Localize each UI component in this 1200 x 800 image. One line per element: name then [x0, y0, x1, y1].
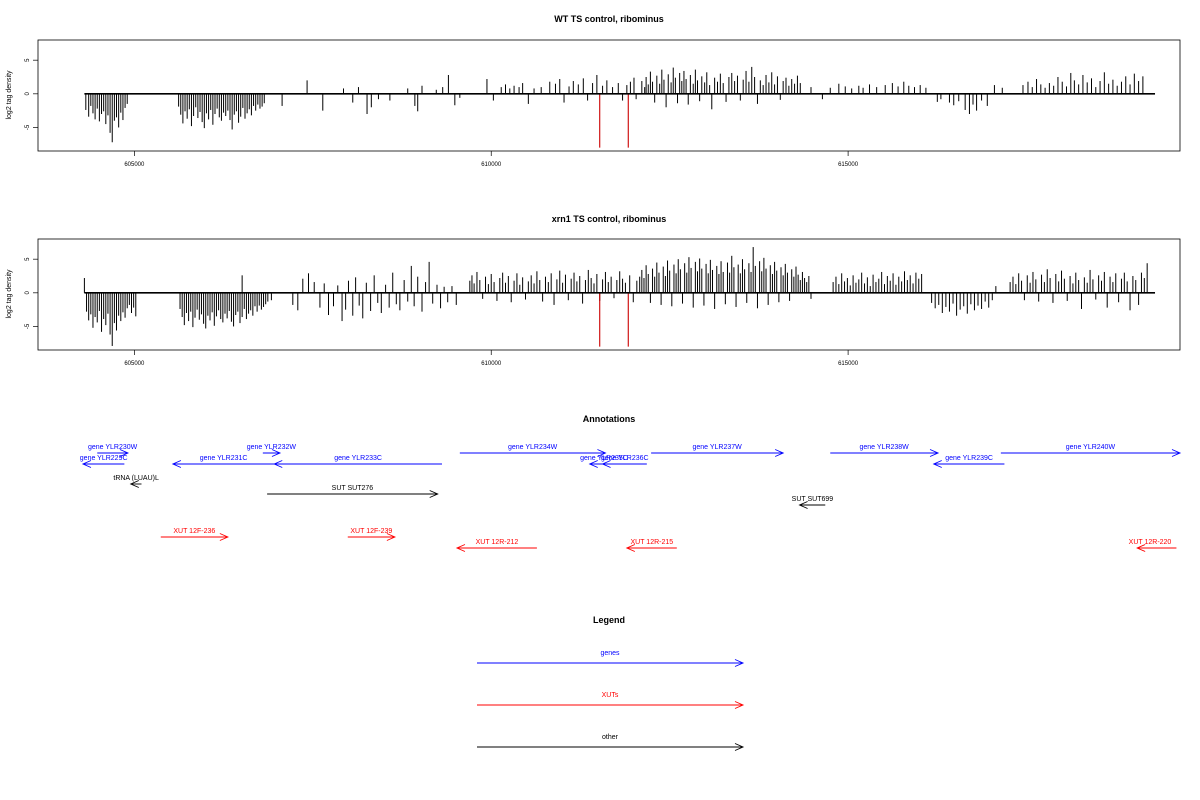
xrn1-x-tick-label: 610000	[481, 361, 502, 367]
feature-label: gene YLR240W	[1066, 444, 1116, 451]
xrn1-y-tick-label: 5	[25, 257, 31, 261]
annotation-feature: gene YLR238W	[830, 444, 940, 457]
legend-arrowhead	[734, 659, 745, 667]
annotation-feature: gene YLR231C	[171, 455, 275, 468]
wt-y-axis-label: log2 tag density	[6, 70, 13, 120]
feature-arrowhead	[271, 449, 282, 457]
feature-arrowhead	[386, 533, 396, 541]
xrn1-x-tick-label: 605000	[124, 361, 145, 367]
annotation-feature: gene YLR236C	[601, 455, 649, 468]
xrn1-plot-frame	[37, 238, 1181, 351]
legend-item: other	[477, 734, 745, 751]
wt-panel-title: WT TS control, ribominus	[554, 14, 664, 24]
feature-label: XUT 12R-220	[1129, 539, 1172, 546]
feature-arrowhead	[932, 460, 942, 468]
xrn1-axis-ticks: 605000 610000 615000 -5 0 5	[25, 257, 859, 367]
feature-label: SUT SUT699	[792, 496, 834, 503]
feature-label: XUT 12R-212	[476, 539, 519, 546]
legend-item: genes	[477, 650, 745, 667]
xrn1-x-tick-label: 615000	[838, 361, 859, 367]
legend-arrowhead	[734, 743, 745, 751]
feature-arrowhead	[129, 480, 139, 488]
legend-items: genes XUTs other	[477, 650, 745, 751]
legend-label: genes	[600, 650, 620, 657]
annotation-feature: gene YLR234W	[459, 444, 607, 457]
wt-panel: WT TS control, ribominus log2 tag densit…	[6, 14, 1181, 168]
legend-label: other	[602, 734, 619, 741]
xrn1-y-tick-label: -5	[25, 323, 31, 329]
feature-arrowhead	[1136, 544, 1146, 552]
annotations-title: Annotations	[583, 414, 636, 424]
wt-x-tick-label: 610000	[481, 162, 502, 168]
legend: Legend genes XUTs other	[477, 615, 745, 751]
feature-arrowhead	[597, 449, 607, 457]
annotation-feature: gene YLR229C	[80, 455, 128, 468]
annotation-feature: XUT 12R-220	[1129, 539, 1177, 552]
wt-axis-ticks: 605000 610000 615000 -5 0 5	[25, 58, 859, 168]
annotation-feature: SUT SUT276	[267, 485, 439, 498]
feature-label: tRNA (LUAU)L	[113, 475, 159, 482]
feature-label: gene YLR231C	[200, 455, 248, 462]
legend-label: XUTs	[602, 692, 619, 699]
feature-label: gene YLR233C	[334, 455, 382, 462]
feature-label: XUT 12R-215	[630, 539, 673, 546]
wt-y-tick-label: -5	[25, 124, 31, 130]
annotation-feature: tRNA (LUAU)L	[113, 475, 159, 488]
feature-label: gene YLR229C	[80, 455, 128, 462]
xrn1-y-axis-label: log2 tag density	[6, 269, 13, 319]
feature-label: gene YLR230W	[88, 444, 138, 451]
feature-label: gene YLR236C	[601, 455, 649, 462]
feature-label: gene YLR239C	[945, 455, 993, 462]
feature-label: gene YLR237W	[692, 444, 742, 451]
feature-label: XUT 12F-236	[173, 528, 215, 535]
wt-plot-frame	[37, 39, 1181, 152]
feature-arrowhead	[81, 460, 92, 468]
annotation-feature: gene YLR237W	[651, 444, 785, 457]
feature-arrowhead	[625, 544, 636, 552]
feature-arrowhead	[171, 460, 182, 468]
annotations-track: Annotations gene YLR230W gene YLR229C tRNA…	[80, 414, 1182, 552]
feature-label: gene YLR235C	[580, 455, 628, 462]
wt-x-tick-label: 605000	[124, 162, 145, 168]
xrn1-panel: xrn1 TS control, ribominus log2 tag dens…	[6, 214, 1181, 367]
annotation-feature: XUT 12R-215	[625, 539, 677, 552]
annotation-features: gene YLR230W gene YLR229C tRNA (LUAU)L gene…	[80, 444, 1182, 552]
xrn1-panel-title: xrn1 TS control, ribominus	[552, 214, 667, 224]
feature-label: gene YLR232W	[247, 444, 297, 451]
annotation-feature: gene YLR240W	[1000, 444, 1182, 457]
annotation-feature: gene YLR239C	[932, 455, 1005, 468]
feature-label: gene YLR234W	[508, 444, 558, 451]
feature-arrowhead	[601, 460, 611, 468]
legend-item: XUTs	[477, 692, 745, 709]
xrn1-bars	[83, 247, 1156, 347]
feature-arrowhead	[219, 533, 229, 541]
wt-bars	[84, 66, 1156, 148]
feature-arrowhead	[1171, 449, 1182, 457]
feature-arrowhead	[119, 449, 130, 457]
annotation-feature: XUT 12F-236	[160, 528, 229, 541]
feature-arrowhead	[455, 544, 466, 552]
annotation-feature: XUT 12R-212	[455, 539, 537, 552]
annotation-feature: gene YLR230W	[88, 444, 138, 457]
feature-arrowhead	[588, 460, 598, 468]
feature-label: XUT 12F-239	[350, 528, 392, 535]
feature-arrowhead	[273, 460, 283, 468]
legend-arrowhead	[734, 701, 745, 709]
annotation-feature: gene YLR232W	[247, 444, 297, 457]
feature-arrowhead	[798, 501, 808, 509]
wt-y-tick-label: 0	[25, 91, 31, 95]
annotation-feature: gene YLR233C	[273, 455, 442, 468]
wt-x-tick-label: 615000	[838, 162, 859, 168]
feature-arrowhead	[429, 490, 439, 498]
wt-y-tick-label: 5	[25, 58, 31, 62]
feature-label: gene YLR238W	[860, 444, 910, 451]
feature-arrowhead	[929, 449, 940, 457]
annotation-feature: SUT SUT699	[792, 496, 834, 509]
legend-title: Legend	[593, 615, 625, 625]
feature-arrowhead	[774, 449, 785, 457]
feature-label: SUT SUT276	[332, 485, 374, 492]
annotation-feature: XUT 12F-239	[347, 528, 396, 541]
xrn1-y-tick-label: 0	[25, 290, 31, 294]
